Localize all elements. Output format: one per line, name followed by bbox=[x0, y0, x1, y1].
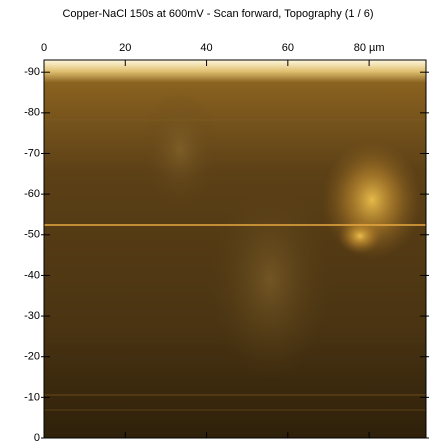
chart-title: Copper-NaCl 150s at 600mV - Scan forward… bbox=[62, 8, 373, 20]
y-tick-label: 0 bbox=[34, 432, 40, 444]
y-tick-label: -50 bbox=[24, 229, 40, 241]
y-tick-label: -20 bbox=[24, 351, 40, 363]
x-tick-label: 40 bbox=[200, 42, 212, 54]
x-tick-label: 0 bbox=[41, 42, 47, 54]
y-tick-label: -80 bbox=[24, 107, 40, 119]
plot-frame bbox=[43, 59, 427, 439]
y-tick-label: -30 bbox=[24, 310, 40, 322]
scan-image bbox=[44, 60, 426, 438]
y-tick-label: -70 bbox=[24, 147, 40, 159]
x-tick-label: 80 µm bbox=[354, 42, 385, 54]
y-tick-label: -10 bbox=[24, 391, 40, 403]
y-tick-label: -40 bbox=[24, 269, 40, 281]
x-tick-label: 20 bbox=[119, 42, 131, 54]
x-tick-label: 60 bbox=[282, 42, 294, 54]
y-tick-label: -90 bbox=[24, 66, 40, 78]
y-tick-label: -60 bbox=[24, 188, 40, 200]
